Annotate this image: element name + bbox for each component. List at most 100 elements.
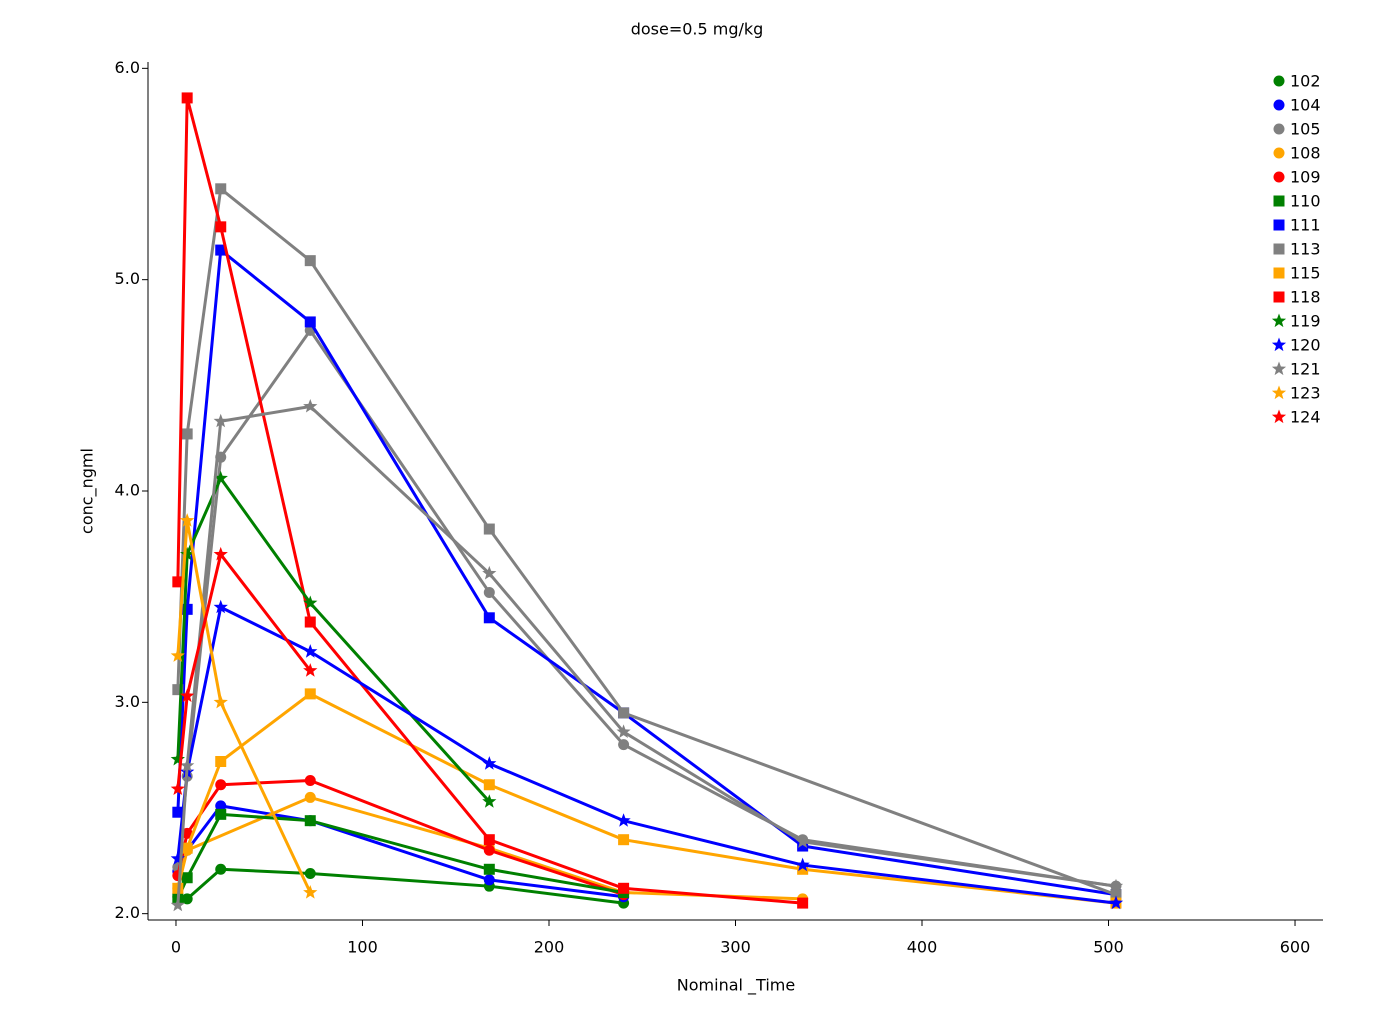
data-point [797,840,809,852]
legend-label: 120 [1290,336,1321,355]
data-point [304,775,316,787]
legend-label: 119 [1290,312,1321,331]
data-point [215,244,227,256]
legend-label: 123 [1290,384,1321,403]
data-point [616,724,631,738]
data-point [483,863,495,875]
y-tick-label: 3.0 [115,692,140,711]
data-point [180,688,195,703]
legend-marker [1273,123,1285,135]
y-tick-label: 4.0 [115,481,140,500]
data-point [181,428,193,440]
data-point [483,612,495,624]
legend-marker [1271,385,1287,400]
data-point [303,399,318,413]
legend-marker [1273,147,1285,159]
data-point [483,844,495,856]
series-line [177,867,624,905]
data-point [215,808,227,820]
legend-marker [1273,99,1285,111]
x-tick-label: 400 [907,938,938,957]
x-axis-label: Nominal _Time [677,976,795,996]
data-point [797,863,809,875]
data-point [213,413,228,428]
x-tick-label: 600 [1280,938,1311,957]
y-tick-label: 6.0 [115,58,140,77]
data-point [483,523,495,535]
legend-marker [1273,267,1285,279]
x-tick-label: 300 [720,938,751,957]
legend-marker [1273,171,1285,183]
data-point [170,897,185,912]
legend-label: 124 [1290,408,1321,427]
x-tick-label: 500 [1093,938,1124,957]
data-point [215,756,227,768]
data-point [170,648,185,662]
data-point [213,470,228,485]
data-point [181,92,193,104]
data-point [180,546,195,561]
data-point [1108,878,1124,893]
series-line [176,605,1117,905]
series-line [176,519,312,894]
data-point [213,546,228,561]
data-point [482,756,497,770]
data-point [303,885,318,899]
data-point [181,603,193,615]
series-line [176,552,312,790]
legend-marker [1271,337,1287,352]
legend-marker [1271,313,1287,328]
legend-label: 113 [1290,240,1321,259]
legend-marker [1273,75,1285,87]
legend-label: 108 [1290,144,1321,163]
chart-title: dose=0.5 mg/kg [631,20,764,39]
data-point [304,255,316,267]
y-tick-label: 2.0 [115,903,140,922]
data-point [215,183,227,195]
legend-label: 111 [1290,216,1321,235]
data-point [304,791,316,803]
legend-label: 104 [1290,96,1321,115]
series-line [176,404,1117,906]
legend-label: 105 [1290,120,1321,139]
data-point [483,779,495,791]
series-line [176,248,1117,897]
legend-marker [1273,195,1285,207]
legend-marker [1271,409,1287,424]
data-point [618,707,630,719]
legend-label: 109 [1290,168,1321,187]
data-point [215,779,227,791]
data-point [170,781,185,795]
data-point [482,794,497,808]
data-point [304,815,316,827]
legend-marker [1273,243,1285,255]
data-point [618,739,630,751]
series-line [176,476,491,803]
data-point [181,827,193,839]
legend-marker [1271,361,1287,376]
data-point [482,565,497,580]
data-point [304,688,316,700]
data-point [170,851,185,865]
data-point [795,857,810,872]
legend-label: 115 [1290,264,1321,283]
legend-marker [1273,291,1285,303]
series-line [176,779,625,897]
data-point [215,221,227,233]
x-tick-label: 200 [534,938,565,957]
data-point [181,842,193,854]
data-point [1110,889,1122,901]
data-point [797,897,809,909]
data-point [618,834,630,846]
data-point [172,684,184,696]
data-point [180,513,195,527]
data-point [215,863,227,875]
y-axis-label: conc_ngml [78,448,98,534]
data-point [172,806,184,818]
legend-label: 110 [1290,192,1321,211]
legend-label: 118 [1290,288,1321,307]
x-tick-label: 100 [347,938,378,957]
data-point [303,644,318,658]
data-point [483,834,495,846]
